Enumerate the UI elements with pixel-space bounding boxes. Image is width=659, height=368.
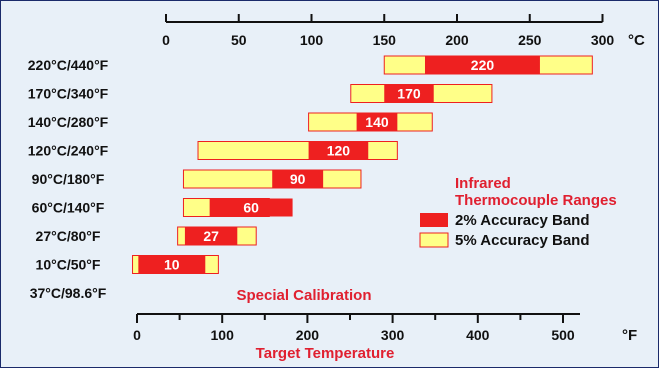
bottom-axis: 0 100 200 300 400 500 °F Target Temperature: [133, 313, 637, 362]
bottom-tick-label: 100: [211, 327, 235, 343]
row-label: 10°C/50°F: [36, 257, 101, 273]
bottom-tick-label: 0: [133, 327, 141, 343]
top-tick-label: 300: [591, 32, 615, 48]
bottom-axis-ticks: 0 100 200 300 400 500: [133, 314, 575, 343]
legend-label-5pct: 5% Accuracy Band: [455, 232, 590, 249]
chart-row: 27°C/80°F 27: [36, 226, 257, 246]
top-axis-ticks: 0 50 100 150 200 250 300: [162, 14, 614, 48]
row-label: 27°C/80°F: [36, 228, 101, 244]
chart-row: 170°C/340°F 170: [28, 84, 493, 103]
chart-row: 140°C/280°F 140: [28, 112, 433, 132]
legend: Infrared Thermocouple Ranges 2% Accuracy…: [419, 175, 617, 249]
chart-row: 220°C/440°F 220: [28, 55, 593, 75]
bottom-tick-label: 200: [296, 327, 320, 343]
top-tick-label: 50: [231, 32, 247, 48]
band-2pct: [272, 170, 324, 188]
row-label: 60°C/140°F: [32, 200, 105, 216]
band-center-label: 220: [471, 57, 495, 73]
bottom-tick-label: 500: [551, 327, 575, 343]
band-center-label: 120: [327, 143, 351, 159]
band-2pct: [424, 56, 540, 74]
band-2pct: [209, 198, 293, 217]
row-label: 220°C/440°F: [28, 57, 109, 73]
top-tick-label: 100: [300, 32, 324, 48]
top-tick-label: 200: [445, 32, 469, 48]
row-label: 140°C/280°F: [28, 114, 109, 130]
top-tick-label: 150: [373, 32, 397, 48]
chart-row: 10°C/50°F 10: [36, 255, 219, 274]
chart-row: 120°C/240°F 120: [28, 141, 398, 160]
row-label: 37°C/98.6°F: [30, 285, 107, 301]
band-center-label: 90: [290, 171, 306, 187]
band-2pct: [356, 113, 398, 131]
band-center-label: 27: [203, 228, 219, 244]
band-center-label: 60: [243, 200, 259, 216]
legend-title-line2: Thermocouple Ranges: [455, 192, 617, 209]
row-label: 120°C/240°F: [28, 143, 109, 159]
band-2pct: [138, 255, 206, 274]
band-2pct: [384, 84, 434, 103]
band-center-label: 170: [397, 86, 421, 102]
top-axis-unit: °C: [628, 32, 645, 49]
band-center-label: 140: [365, 114, 389, 130]
top-axis: 0 50 100 150 200 250 300 °C: [162, 14, 645, 49]
band-center-label: 10: [164, 257, 180, 273]
row-label: 170°C/340°F: [28, 86, 109, 102]
legend-swatch-5pct: [419, 232, 449, 248]
top-tick-label: 0: [162, 32, 170, 48]
special-calibration-note: Special Calibration: [236, 287, 371, 304]
bottom-axis-unit: °F: [622, 327, 637, 344]
bottom-tick-label: 300: [381, 327, 405, 343]
legend-label-2pct: 2% Accuracy Band: [455, 212, 590, 229]
legend-title-line1: Infrared: [455, 175, 511, 192]
band-2pct: [308, 141, 369, 160]
chart-row: 90°C/180°F 90: [32, 169, 362, 189]
row-label: 90°C/180°F: [32, 171, 105, 187]
top-tick-label: 250: [518, 32, 542, 48]
band-2pct: [184, 227, 238, 245]
chart-row: 60°C/140°F 60: [32, 198, 293, 217]
bottom-axis-title: Target Temperature: [256, 345, 395, 362]
legend-swatch-2pct: [420, 213, 448, 227]
bottom-tick-label: 400: [466, 327, 490, 343]
chart-row: 37°C/98.6°F: [30, 285, 107, 301]
